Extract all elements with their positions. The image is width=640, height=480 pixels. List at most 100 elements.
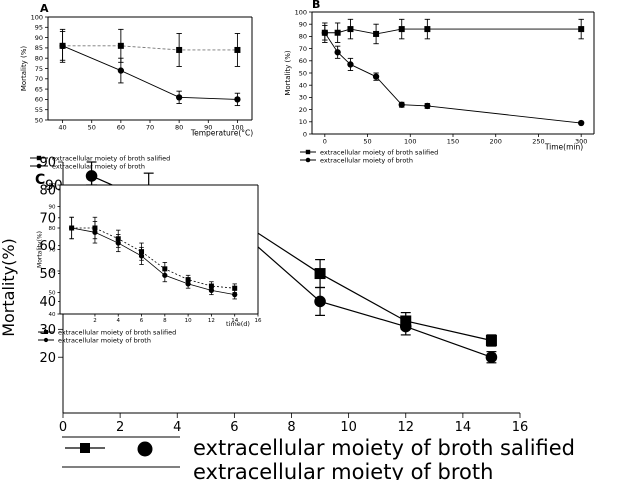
data-point-square — [176, 46, 183, 53]
legend-square-icon — [44, 330, 48, 334]
x-tick-label: 0 — [323, 138, 327, 146]
legend-circle-icon — [137, 441, 153, 457]
data-point-circle — [578, 119, 585, 127]
data-point-circle — [138, 253, 145, 259]
x-tick-label: 14 — [231, 318, 238, 324]
x-tick-label: 100 — [404, 138, 416, 146]
y-axis-label: Mortality (%) — [20, 46, 28, 92]
legend-square-icon — [305, 149, 311, 155]
legend-circle-icon — [43, 337, 49, 343]
data-point-circle — [314, 295, 326, 308]
x-tick-label: 16 — [255, 318, 262, 324]
series-salified — [321, 18, 585, 45]
data-point-square — [314, 268, 326, 280]
x-tick-label: 8 — [287, 420, 295, 435]
x-tick-label: 40 — [58, 124, 66, 132]
series-line — [62, 45, 238, 100]
x-tick-label: 60 — [117, 124, 125, 132]
y-tick-label: 40 — [49, 312, 56, 318]
data-point-square — [398, 26, 405, 33]
legend-circle-icon — [305, 157, 311, 163]
legend-c: extracellular moiety of broth salifiedex… — [62, 436, 575, 480]
x-tick-label: 2 — [116, 420, 124, 435]
data-point-circle — [232, 292, 238, 298]
y-tick-label: 60 — [35, 96, 43, 104]
series-salified — [59, 28, 241, 67]
y-tick-label: 70 — [39, 211, 56, 226]
legend-square-icon — [36, 155, 42, 161]
panel-letter: C — [35, 172, 45, 188]
series-line — [324, 32, 582, 124]
x-tick-label: 12 — [208, 318, 215, 324]
legend-label: extracellular moiety of broth salified — [320, 148, 438, 156]
x-tick-label: 10 — [340, 420, 357, 435]
x-axis-label: Temperature(°C) — [190, 129, 253, 138]
data-point-circle — [117, 67, 125, 74]
y-axis-label: Mortality (%) — [284, 50, 292, 96]
panel-c-inset: 2 4 6 8 10 12 14 16405060708090100time(d)Mortal… — [36, 183, 262, 328]
panel-letter: A — [40, 2, 49, 15]
data-point-square — [424, 26, 431, 33]
x-tick-label: 10 — [185, 318, 192, 324]
series-broth — [69, 216, 238, 300]
data-point-circle — [185, 281, 191, 287]
x-tick-label: 50 — [88, 124, 96, 132]
data-point-square — [117, 42, 124, 49]
data-point-circle — [59, 42, 66, 49]
y-tick-label: 50 — [49, 290, 56, 296]
series-line — [62, 45, 238, 51]
x-tick-label: 300 — [575, 138, 587, 146]
x-axis-label: Time(min) — [544, 143, 583, 152]
y-tick-label: 70 — [299, 45, 307, 53]
y-tick-label: 40 — [39, 295, 56, 310]
x-tick-label: 90 — [204, 124, 212, 132]
y-tick-label: 60 — [49, 269, 56, 275]
data-point-circle — [347, 61, 354, 68]
y-tick-label: 80 — [299, 33, 307, 41]
legend-label: extracellular moiety of broth salified — [193, 436, 575, 460]
legend-label: extracellular moiety of broth — [58, 336, 151, 344]
y-tick-label: 20 — [39, 351, 56, 366]
y-tick-label: 90 — [299, 20, 307, 28]
data-point-circle — [485, 351, 498, 363]
y-tick-label: 10 — [299, 118, 307, 126]
inset-background — [60, 185, 258, 314]
panel-b: 0 50 100 150 200 250 300 0 10 20 30 40 50 60 70 80 90 100… — [284, 0, 595, 152]
legend-label: extracellular moiety of broth — [52, 162, 145, 170]
legend-square-icon — [80, 443, 90, 453]
x-tick-label: 6 — [140, 318, 144, 324]
data-point-circle — [162, 272, 168, 278]
x-tick-label: 16 — [512, 420, 529, 435]
y-axis-label: Mortality(%) — [36, 231, 43, 268]
x-tick-label: 4 — [173, 420, 181, 435]
data-point-circle — [234, 96, 241, 103]
x-tick-label: 0 — [59, 420, 67, 435]
legend-label: extracellular moiety of broth salified — [52, 154, 170, 162]
data-point-circle — [424, 102, 431, 110]
data-point-square — [347, 26, 354, 33]
x-tick-label: 2 — [93, 318, 97, 324]
data-point-circle — [334, 49, 341, 56]
data-point-circle — [92, 229, 98, 235]
data-point-square — [334, 29, 341, 36]
data-point-circle — [85, 170, 98, 182]
y-tick-label: 55 — [35, 106, 43, 114]
y-tick-label: 85 — [35, 44, 43, 52]
data-point-square — [373, 30, 380, 37]
series-line — [324, 28, 582, 35]
y-tick-label: 90 — [39, 156, 56, 171]
y-tick-label: 80 — [49, 226, 56, 232]
y-tick-label: 60 — [39, 239, 56, 254]
legend-circle-icon — [36, 163, 42, 169]
y-tick-label: 95 — [35, 24, 43, 32]
y-top-label: 90 — [45, 178, 63, 194]
data-point-square — [232, 285, 238, 291]
y-tick-label: 50 — [299, 69, 307, 77]
y-tick-label: 90 — [49, 204, 56, 210]
legend-c-inset: extracellular moiety of broth salifiedex… — [38, 328, 176, 344]
x-axis-label: time(d) — [226, 320, 250, 328]
panel-letter: B — [312, 0, 320, 11]
data-point-square — [234, 46, 241, 53]
data-point-circle — [115, 240, 121, 246]
series-broth — [321, 24, 585, 127]
